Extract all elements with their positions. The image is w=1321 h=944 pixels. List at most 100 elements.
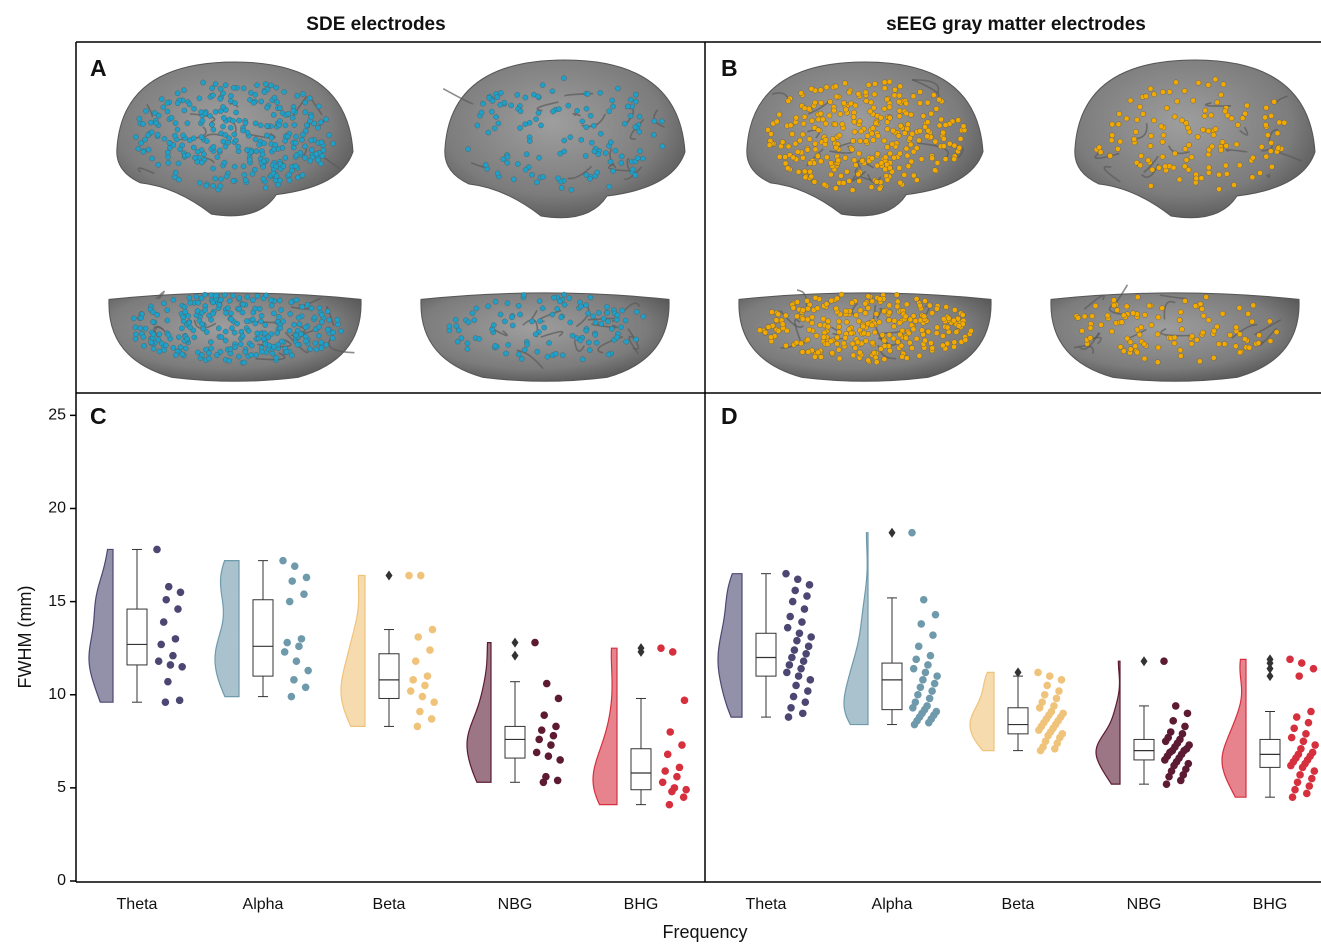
data-point xyxy=(535,735,543,744)
electrode-dot xyxy=(273,84,280,91)
electrode-dot xyxy=(1274,130,1281,137)
electrode-dot xyxy=(303,338,309,344)
electrode-dot xyxy=(202,307,208,313)
data-point xyxy=(1050,744,1059,753)
data-point xyxy=(406,687,415,695)
electrode-dot xyxy=(890,127,896,134)
electrode-dot xyxy=(928,110,934,117)
electrode-dot xyxy=(1120,348,1127,354)
electrode-dot xyxy=(579,356,586,363)
electrode-dot xyxy=(908,158,915,165)
data-point xyxy=(924,718,933,727)
electrode-dot xyxy=(281,89,288,95)
violin xyxy=(969,671,995,752)
electrode-dot xyxy=(924,99,931,106)
electrode-dot xyxy=(285,111,292,117)
electrode-dot xyxy=(1148,183,1154,189)
data-point xyxy=(782,569,790,578)
electrode-dot xyxy=(924,119,931,125)
electrode-dot xyxy=(776,154,783,160)
electrode-dot xyxy=(815,349,821,356)
electrode-dot xyxy=(164,108,171,115)
electrode-dot xyxy=(497,90,504,96)
electrode-dot xyxy=(779,321,786,328)
sulcus xyxy=(573,340,585,352)
electrode-dot xyxy=(587,112,594,119)
electrode-dot xyxy=(323,342,330,348)
sulcus xyxy=(1129,328,1147,339)
data-point xyxy=(1176,776,1185,785)
electrode-dot xyxy=(865,82,872,88)
electrode-dot xyxy=(221,159,228,166)
electrode-dot xyxy=(191,105,197,112)
electrode-dot xyxy=(160,104,167,111)
electrode-dot xyxy=(929,310,935,316)
electrode-dot xyxy=(828,297,835,304)
electrode-dot xyxy=(903,301,910,308)
electrode-dot xyxy=(175,176,182,183)
data-point xyxy=(928,687,936,695)
electrode-dot xyxy=(156,331,163,338)
electrode-dot xyxy=(151,110,158,116)
electrode-dot xyxy=(942,122,949,128)
electrode-dot xyxy=(476,336,482,342)
electrode-dot xyxy=(606,108,612,115)
electrode-dot xyxy=(872,81,878,87)
box xyxy=(252,599,274,677)
electrode-dot xyxy=(1199,329,1206,336)
electrode-dot xyxy=(232,344,238,351)
electrode-dot xyxy=(504,300,511,306)
sulcus xyxy=(780,340,809,349)
electrode-dot xyxy=(1271,99,1277,105)
sulcus xyxy=(1143,155,1159,174)
electrode-dot xyxy=(895,133,902,139)
electrode-dot xyxy=(1159,305,1165,311)
data-point xyxy=(792,681,800,690)
electrode-dot xyxy=(517,108,524,114)
electrode-dot xyxy=(843,319,850,325)
electrode-dot xyxy=(1189,333,1195,340)
electrode-dot xyxy=(881,343,888,349)
electrode-dot xyxy=(293,332,299,339)
electrode-dot xyxy=(253,352,260,358)
electrode-dot xyxy=(819,116,826,123)
electrode-dot xyxy=(613,317,620,323)
violin xyxy=(592,647,618,806)
electrode-dot xyxy=(145,146,152,153)
electrode-dot xyxy=(936,96,942,103)
electrode-dot xyxy=(251,166,258,173)
electrode-dot xyxy=(260,176,267,182)
electrode-dot xyxy=(812,140,819,147)
data-point xyxy=(1034,668,1042,677)
electrode-dot xyxy=(594,169,600,176)
electrode-dot xyxy=(230,177,237,184)
electrode-dot xyxy=(1087,325,1094,331)
electrode-dot xyxy=(465,319,472,326)
data-point xyxy=(164,677,172,686)
electrode-dot xyxy=(579,118,586,125)
data-point xyxy=(1043,681,1052,690)
electrode-dot xyxy=(884,126,891,132)
data-point xyxy=(661,767,669,775)
electrode-dot xyxy=(840,340,847,347)
electrode-dot xyxy=(934,305,940,312)
electrode-dot xyxy=(1231,182,1237,188)
electrode-dot xyxy=(896,107,903,114)
electrode-dot xyxy=(540,174,546,180)
electrode-dot xyxy=(326,132,332,138)
electrode-dot xyxy=(1109,328,1115,335)
sulcus xyxy=(516,349,544,370)
electrode-dot xyxy=(812,295,819,301)
electrode-dot xyxy=(249,342,255,349)
electrode-dot xyxy=(785,98,792,104)
electrode-dot xyxy=(556,106,562,112)
electrode-dot xyxy=(1159,139,1166,145)
electrode-dot xyxy=(839,121,846,128)
electrode-dot xyxy=(1276,119,1283,126)
electrode-dot xyxy=(330,329,337,336)
electrode-dot xyxy=(191,334,198,341)
data-point xyxy=(1183,709,1192,718)
electrode-dot xyxy=(835,157,841,164)
electrode-dot xyxy=(1216,171,1222,178)
electrode-dot xyxy=(220,138,227,145)
